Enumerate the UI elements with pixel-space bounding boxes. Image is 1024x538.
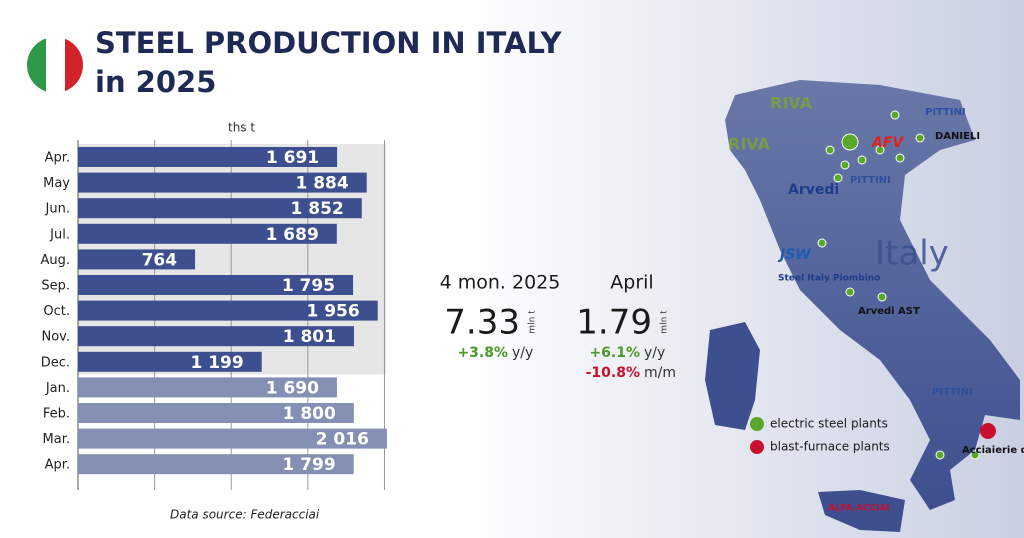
category-label: Nov. xyxy=(42,330,71,345)
stat-change: -10.8% xyxy=(586,365,640,381)
value-label: 1 689 xyxy=(266,225,319,245)
stat-unit: mln t xyxy=(660,310,670,334)
company: JSW xyxy=(777,247,811,263)
category-label: Mar. xyxy=(43,432,70,447)
category-label: Jul. xyxy=(49,227,70,242)
value-label: 1 801 xyxy=(283,327,336,347)
category-label: Jun. xyxy=(45,202,70,217)
company: Steel Italy Piombino xyxy=(778,274,880,284)
value-label: 1 884 xyxy=(295,174,348,194)
company: Arvedi xyxy=(788,182,839,198)
country-label: Italy xyxy=(875,234,949,274)
stat-basis: m/m xyxy=(644,365,676,381)
bar xyxy=(78,275,354,295)
stat-period: April xyxy=(610,272,653,294)
sardinia xyxy=(705,322,760,430)
category-label: Apr. xyxy=(45,458,70,473)
company: PITTINI xyxy=(850,175,891,186)
bar xyxy=(78,428,387,449)
bar xyxy=(78,300,378,321)
bar-chart: ths t Apr. 1 691 May 1 884 Jun. 1 852 Jul. 1 689… xyxy=(40,121,387,522)
value-label: 1 799 xyxy=(282,455,335,475)
company: RIVA xyxy=(770,94,813,113)
stat-basis: y/y xyxy=(644,345,665,361)
bar xyxy=(78,351,262,372)
category-label: Dec. xyxy=(41,355,70,370)
company: ALFA ACCIAI xyxy=(828,504,890,514)
stat-basis: y/y xyxy=(512,345,533,361)
stat-unit: mln t xyxy=(528,310,538,334)
category-label: Sep. xyxy=(41,279,70,294)
bar xyxy=(78,172,367,193)
unit-label: ths t xyxy=(228,121,255,135)
bar xyxy=(78,454,354,475)
value-label: 1 691 xyxy=(266,148,319,168)
stat-change: +6.1% xyxy=(589,345,640,361)
value-label: 2 016 xyxy=(316,430,369,450)
stat-period: 4 mon. 2025 xyxy=(440,272,561,294)
flag xyxy=(27,37,83,93)
category-label: Apr. xyxy=(45,151,70,166)
stat-value: 7.33 xyxy=(444,303,520,343)
category-label: Oct. xyxy=(43,304,70,319)
value-label: 1 852 xyxy=(291,199,344,219)
map: Italy electric steel plants blast-furnac… xyxy=(705,80,1024,532)
bar xyxy=(78,147,338,167)
bar xyxy=(78,403,354,423)
company: DANIELI xyxy=(935,131,980,142)
stat-value: 1.79 xyxy=(576,303,652,343)
italy-mainland xyxy=(725,80,1020,510)
bar xyxy=(78,198,362,219)
value-label: 1 800 xyxy=(283,404,336,424)
subtitle: in 2025 xyxy=(95,65,216,99)
value-label: 1 199 xyxy=(190,353,243,373)
company-labels: RIVA RIVA PITTINI DANIELI AFV Arvedi PIT… xyxy=(728,94,1024,514)
title: STEEL PRODUCTION IN ITALY xyxy=(95,26,562,60)
category-label: Aug. xyxy=(40,253,70,268)
value-label: 1 690 xyxy=(266,378,319,398)
bar xyxy=(78,249,196,270)
bar xyxy=(78,223,337,244)
legend-dot xyxy=(750,417,764,431)
company: RIVA xyxy=(728,135,771,154)
sicily xyxy=(818,490,905,532)
company: PITTINI xyxy=(932,387,973,398)
category-label: Jan. xyxy=(45,381,70,396)
value-label: 1 795 xyxy=(282,276,335,296)
company: Arvedi AST xyxy=(858,306,920,317)
company: AFV xyxy=(871,135,904,151)
category-label: Feb. xyxy=(43,407,70,422)
company: PITTINI xyxy=(925,107,966,118)
source: Data source: Federacciai xyxy=(170,508,320,522)
bar xyxy=(78,377,337,398)
value-label: 1 956 xyxy=(306,302,359,322)
legend-label: blast-furnace plants xyxy=(770,440,890,454)
legend-dot xyxy=(750,440,764,454)
stat-change: +3.8% xyxy=(457,345,508,361)
plant-dots xyxy=(817,110,980,460)
company: Acciaierie d'Italia xyxy=(962,445,1024,456)
blast-furnace-dot xyxy=(980,423,996,439)
category-label: May xyxy=(43,176,70,191)
bar xyxy=(78,326,354,347)
legend-label: electric steel plants xyxy=(770,417,888,431)
value-label: 764 xyxy=(142,250,178,270)
